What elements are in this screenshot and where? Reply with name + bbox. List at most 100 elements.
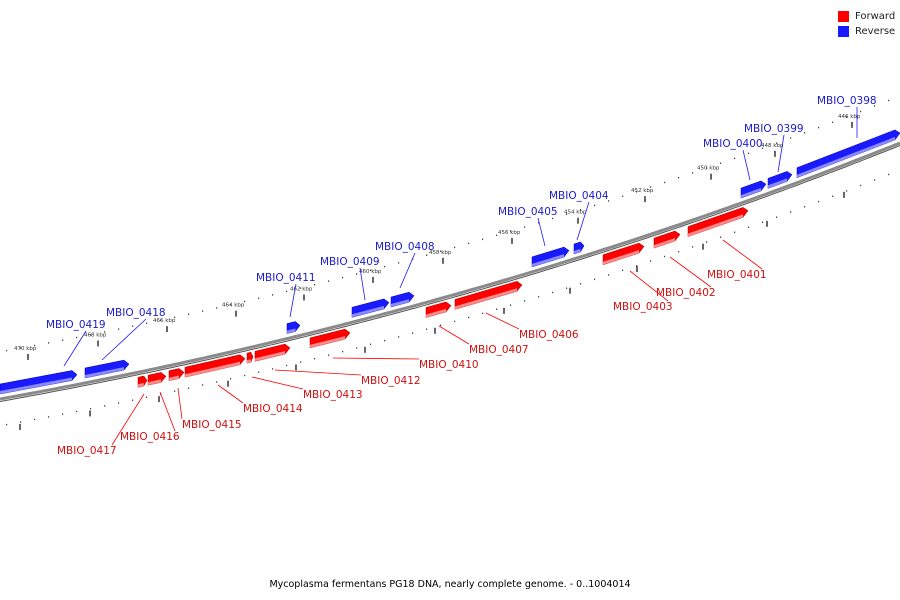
gene-label[interactable]: MBIO_0417 [57,445,117,457]
lower-dot [888,173,890,176]
gene-mbio_0413[interactable] [246,351,254,364]
upper-dot [790,137,792,139]
gene-label[interactable]: MBIO_0418 [106,307,166,319]
gene-label[interactable]: MBIO_0416 [120,431,180,443]
upper-dot [356,273,358,275]
lower-dot [118,402,120,404]
tick-label: 458 kbp [429,250,452,256]
gene-label[interactable]: MBIO_0399 [744,123,804,135]
upper-dot [860,110,862,113]
lower-dot [594,278,596,281]
upper-dot [846,116,848,118]
upper-dot [62,339,64,341]
lower-dot [48,416,50,418]
gene-label[interactable]: MBIO_0411 [256,272,316,284]
gene-label[interactable]: MBIO_0404 [549,190,609,202]
gene-label[interactable]: MBIO_0406 [519,329,579,341]
lower-dot [692,246,694,248]
gene-label[interactable]: MBIO_0398 [817,95,877,107]
gene-arrow-facet [247,359,251,364]
lower-dot [6,423,8,426]
upper-dot [244,300,246,303]
gene-arrow-facet [310,336,345,348]
gene-label[interactable]: MBIO_0401 [707,269,767,281]
legend-forward: Forward [838,9,895,24]
gene-label[interactable]: MBIO_0409 [320,256,380,268]
upper-dot [468,242,470,245]
gene-label[interactable]: MBIO_0413 [303,389,363,401]
upper-dot [832,121,834,123]
gene-mbio_0415[interactable] [168,368,185,382]
upper-dot [370,269,372,271]
gene-label[interactable]: MBIO_0412 [361,375,421,387]
gene-mbio_0409[interactable] [351,298,390,318]
upper-dot [454,246,456,249]
upper-dot [622,195,624,197]
upper-dot [286,290,288,293]
gene-leader-line [289,283,297,318]
lower-dot [76,410,78,413]
upper-dot [538,222,540,224]
upper-dot [328,280,330,282]
gene-label[interactable]: MBIO_0402 [656,287,716,299]
gene-label[interactable]: MBIO_0419 [46,319,106,331]
tick-label: 446 kbp [838,114,861,120]
gene-label[interactable]: MBIO_0408 [375,241,435,253]
gene-mbio_0402[interactable] [653,230,681,249]
gene-label[interactable]: MBIO_0410 [419,359,479,371]
upper-dot [888,99,890,102]
legend-reverse: Reverse [838,24,895,39]
gene-mbio_0416[interactable] [147,372,167,386]
gene-label[interactable]: MBIO_0405 [498,206,558,218]
gene-arrow-facet [455,288,517,310]
gene-leader-line [111,393,145,446]
tick-label: 470 kbp [14,346,37,352]
gene-leader-line [485,312,520,330]
gene-label[interactable]: MBIO_0407 [469,344,529,356]
gene-label[interactable]: MBIO_0400 [703,138,763,150]
gene-mbio_0407[interactable] [425,301,452,318]
gene-mbio_0404[interactable] [573,241,585,255]
gene-mbio_0405[interactable] [531,246,570,268]
gene-mbio_0403[interactable] [602,242,645,266]
lower-dot [776,216,778,218]
gene-arrow-facet [391,299,409,307]
lower-dot [328,354,330,356]
upper-dot [216,307,218,309]
gene-mbio_0418[interactable] [84,359,130,379]
upper-dot [874,105,876,107]
gene-mbio_0412[interactable] [254,343,291,362]
lower-dot [244,374,246,377]
gene-mbio_0401[interactable] [687,207,749,237]
gene-mbio_0398[interactable] [796,129,900,179]
gene-mbio_0406[interactable] [454,281,523,310]
gene-mbio_0417[interactable] [137,375,148,388]
upper-dot [20,347,22,349]
gene-mbio_0419[interactable] [0,370,78,395]
lower-dot [286,364,288,367]
upper-dot [818,126,820,129]
lower-dot [104,405,106,407]
lower-dot [454,320,456,323]
gene-arrow-facet [688,214,743,237]
legend-forward-label: Forward [855,11,896,22]
gene-arrow-facet [148,379,161,386]
gene-label[interactable]: MBIO_0403 [613,301,673,313]
gene-mbio_0400[interactable] [740,180,767,199]
lower-dot [174,390,176,392]
lower-dot [202,384,204,386]
lower-dot [636,265,638,267]
gene-mbio_0410[interactable] [309,328,351,349]
gene-arrow-facet [185,361,240,378]
gene-label[interactable]: MBIO_0415 [182,419,242,431]
upper-dot [636,191,638,193]
gene-mbio_0414[interactable] [184,354,246,378]
gene-label[interactable]: MBIO_0414 [243,403,303,415]
upper-dot [426,254,428,256]
gene-mbio_0399[interactable] [767,171,793,189]
gene-arrow-facet [138,383,144,388]
gene-arrow-facet [426,308,446,318]
gene-mbio_0408[interactable] [390,291,415,308]
gene-mbio_0411[interactable] [286,321,301,334]
